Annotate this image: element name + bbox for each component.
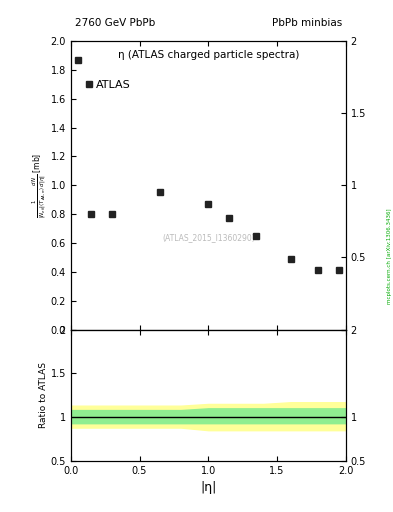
Text: PbPb minbias: PbPb minbias bbox=[272, 18, 342, 28]
Text: 2760 GeV PbPb: 2760 GeV PbPb bbox=[75, 18, 155, 28]
Text: mcplots.cern.ch [arXiv:1306.3436]: mcplots.cern.ch [arXiv:1306.3436] bbox=[387, 208, 392, 304]
X-axis label: |η|: |η| bbox=[200, 481, 217, 494]
Text: (ATLAS_2015_I1360290): (ATLAS_2015_I1360290) bbox=[162, 233, 255, 242]
Legend: ATLAS: ATLAS bbox=[82, 75, 136, 94]
Y-axis label: Ratio to ATLAS: Ratio to ATLAS bbox=[39, 362, 48, 428]
Y-axis label: $\frac{1}{|N_{eff}|\langle T_{AA,m}\rangle}\frac{dN}{d|\eta|}$ [mb]: $\frac{1}{|N_{eff}|\langle T_{AA,m}\rang… bbox=[30, 153, 48, 218]
Text: η (ATLAS charged particle spectra): η (ATLAS charged particle spectra) bbox=[118, 50, 299, 59]
